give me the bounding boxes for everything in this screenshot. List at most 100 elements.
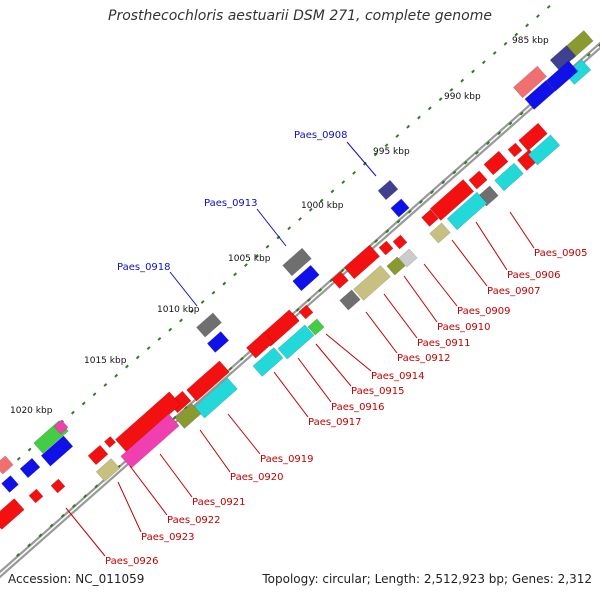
gene-feature [252,347,284,377]
gene-feature [494,162,524,192]
upper-tick [211,290,216,295]
gene-feature [194,377,238,419]
gene-leader-line [475,221,508,271]
gene-label: Paes_0916 [331,402,385,413]
gene-label: Paes_0905 [534,248,588,259]
gene-leader-line [227,413,261,455]
gene-feature [1,475,19,493]
kbp-tick-label: 1010 kbp [157,305,200,315]
gene-feature [378,240,394,256]
upper-tick [103,383,108,387]
gene-label: Paes_0912 [397,353,451,364]
lower-tick [16,553,20,557]
kbp-tick-label: 1005 kbp [228,254,271,264]
lower-tick [239,356,244,361]
upper-tick [460,78,465,83]
gene-label: Paes_0926 [105,556,159,567]
upper-tick [92,392,97,397]
gene-label: Paes_0908 [294,130,348,141]
lower-tick [318,288,323,293]
gene-feature [513,65,547,99]
gene-leader-line [423,263,458,307]
lower-tick [172,415,177,420]
gene-label: Paes_0919 [260,454,314,465]
gene-feature [545,60,579,92]
kbp-tick-label: 995 kbp [373,147,410,157]
gene-leader-line [117,481,142,533]
upper-tick [233,272,238,277]
gene-label: Paes_0920 [230,472,284,483]
gene-label: Paes_0906 [507,270,561,281]
kbp-tick-label: 985 kbp [512,36,549,46]
upper-tick [395,134,400,138]
gene-leader-line [297,357,332,403]
gene-feature [40,435,74,467]
gene-feature [292,264,320,292]
upper-tick [135,355,140,360]
upper-tick [427,106,432,111]
lower-tick [183,405,188,410]
upper-tick [308,207,313,212]
gene-feature [19,457,41,479]
upper-tick [373,152,378,157]
gene-label: Paes_0918 [117,262,171,273]
kbp-tick-label: 1020 kbp [10,406,53,416]
gene-feature [507,142,523,158]
upper-tick [525,23,530,28]
upper-tick [546,4,551,9]
upper-tick [244,263,248,268]
upper-tick [81,401,86,406]
lower-tick [307,298,311,302]
gene-feature [483,150,509,176]
lower-tick [486,141,490,145]
upper-tick [319,198,324,203]
gene-feature [0,455,14,475]
gene-leader-line [315,343,352,387]
gene-leader-line [383,293,418,339]
lower-tick [49,523,54,528]
gene-leader-line [199,429,231,473]
lower-tick [598,43,600,47]
upper-tick [200,300,205,304]
topology-summary: Topology: circular; Length: 2,512,923 bp… [262,572,592,586]
map-title: Prosthecochloris aestuarii DSM 271, comp… [108,8,492,24]
upper-tick [114,373,119,378]
upper-tick [254,253,259,258]
lower-tick [463,160,468,165]
gene-feature [564,59,592,85]
gene-label: Paes_0914 [371,371,425,382]
upper-tick [438,97,443,102]
gene-feature [120,413,180,469]
gene-label: Paes_0915 [351,386,405,397]
lower-tick [295,307,300,312]
gene-label: Paes_0922 [167,515,221,526]
gene-feature [390,198,410,218]
gene-feature [398,248,418,268]
upper-tick [146,346,151,351]
gene-feature [0,498,25,530]
gene-label: Paes_0913 [204,198,258,209]
upper-tick [352,170,356,175]
gene-feature [307,318,325,336]
lower-tick [94,484,99,489]
lower-tick [419,200,423,204]
upper-tick [536,14,540,19]
gene-label: Paes_0910 [437,322,491,333]
gene-leader-line [509,211,535,249]
gene-leader-line [346,141,377,177]
lower-tick [474,150,479,155]
gene-feature [392,234,408,250]
kbp-tick-label: 1000 kbp [301,201,344,211]
gene-feature [343,244,381,280]
lower-tick [407,209,412,214]
lower-tick [441,180,446,185]
lower-tick [228,366,233,371]
gene-feature [468,170,488,190]
gene-label: Paes_0909 [457,306,511,317]
upper-tick [514,32,519,37]
gene-feature [28,488,44,504]
lower-tick [72,504,76,508]
upper-tick [341,180,346,185]
lower-tick [83,494,88,499]
